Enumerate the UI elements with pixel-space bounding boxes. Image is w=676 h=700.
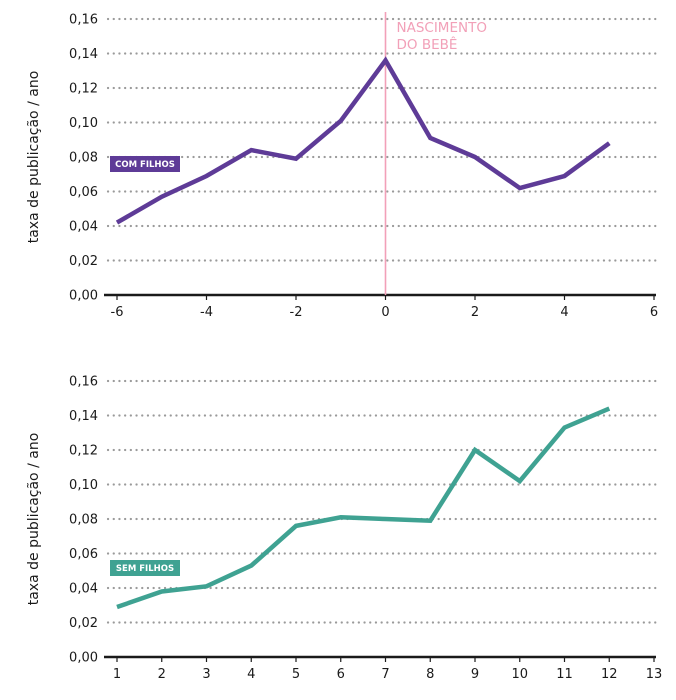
y-tick-label: 0,00 [69,289,98,304]
x-tick-label: -6 [111,305,124,320]
y-tick-label: 0,02 [69,616,98,631]
x-tick-label: 0 [381,305,389,320]
x-tick-label: 5 [292,667,300,682]
y-tick-label: 0,10 [69,116,98,131]
legend-badge-label: COM FILHOS [115,160,175,170]
y-tick-label: 0,04 [69,220,98,235]
x-tick-label: 1 [113,667,121,682]
x-tick-label: 12 [601,667,618,682]
x-tick-label: 2 [158,667,166,682]
x-tick-label: 13 [646,667,663,682]
y-tick-label: 0,00 [69,651,98,666]
y-tick-label: 0,14 [69,409,98,424]
x-tick-label: 4 [560,305,568,320]
y-tick-label: 0,16 [69,375,98,390]
y-axis-label: taxa de publicação / ano [26,71,42,244]
x-tick-label: 3 [202,667,210,682]
x-tick-label: 6 [337,667,345,682]
series-line-sem-filhos [116,406,611,610]
x-tick-label: 9 [471,667,479,682]
y-tick-label: 0,14 [69,47,98,62]
chart-panel-sem-filhos: taxa de publicação / ano 0,00 0,02 0,04 0,06… [26,375,662,683]
x-tick-label: 10 [511,667,528,682]
y-tick-label: 0,06 [69,547,98,562]
legend-badge [110,560,180,576]
x-tick-label: -4 [200,305,213,320]
x-tick-label: 8 [426,667,434,682]
y-tick-label: 0,10 [69,478,98,493]
x-tick-label: 11 [556,667,573,682]
x-tick-label: 4 [247,667,255,682]
y-tick-label: 0,16 [69,13,98,28]
legend-badge-label: SEM FILHOS [116,564,174,574]
y-tick-label: 0,04 [69,582,98,597]
y-tick-label: 0,12 [69,82,98,97]
chart-panel-com-filhos: taxa de publicação / ano 0,00 0,02 0,04 0,06… [26,12,660,320]
y-tick-label: 0,08 [69,151,98,166]
x-tick-label: 7 [381,667,389,682]
legend-badge [110,156,180,172]
x-tick-label: 6 [650,305,658,320]
x-tick-label: 2 [471,305,479,320]
y-tick-label: 0,02 [69,254,98,269]
y-tick-label: 0,12 [69,444,98,459]
series-line-com-filhos [115,56,611,225]
annotation-label: NASCIMENTO [397,20,487,36]
x-tick-label: -2 [290,305,303,320]
y-tick-label: 0,06 [69,185,98,200]
y-axis-label: taxa de publicação / ano [26,433,42,606]
y-tick-label: 0,08 [69,513,98,528]
annotation-label: DO BEBÊ [397,35,458,53]
